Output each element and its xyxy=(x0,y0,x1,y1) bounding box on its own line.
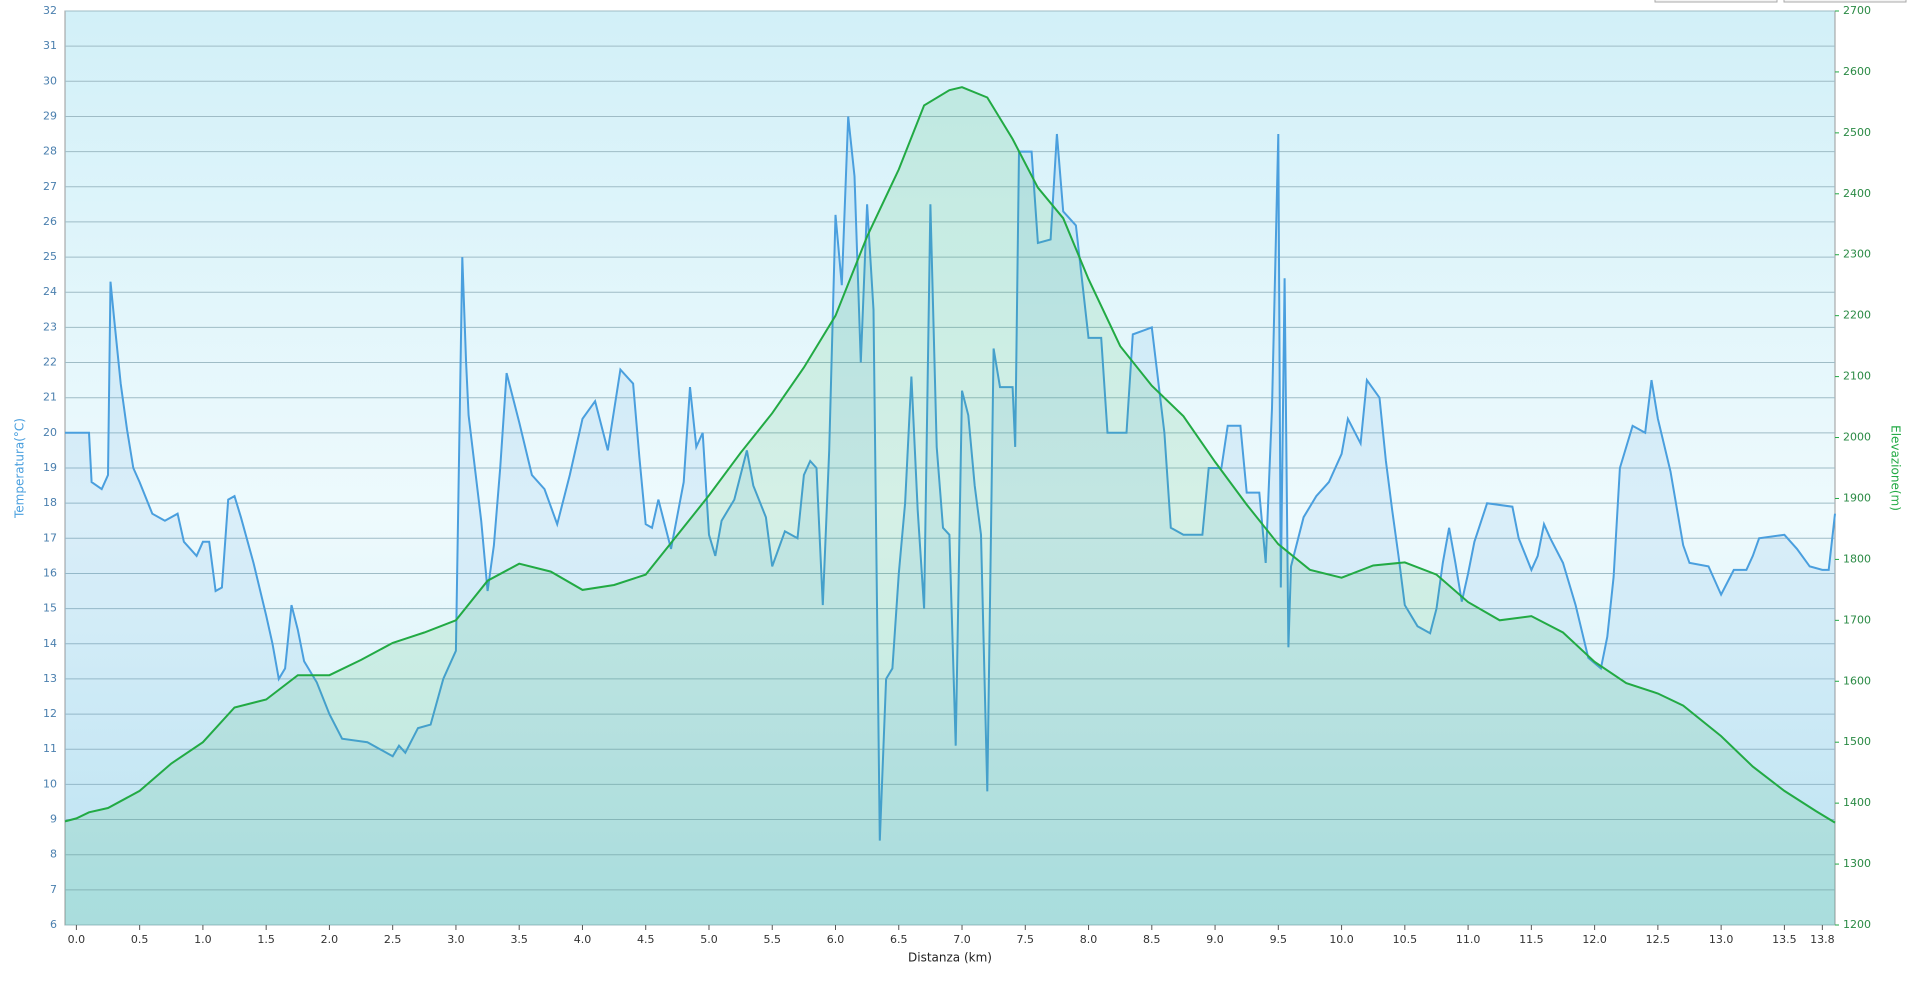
y-tick-label: 10 xyxy=(43,777,57,790)
y-tick-label: 27 xyxy=(43,180,57,193)
line xyxy=(65,116,1836,841)
x-tick-label: 1.0 xyxy=(194,933,212,946)
y2-tick-label: 2000 xyxy=(1843,431,1871,444)
x-tick-label: 9.5 xyxy=(1270,933,1288,946)
y2-tick-label: 2500 xyxy=(1843,126,1871,139)
x-tick-label: 11.0 xyxy=(1456,933,1481,946)
y2-tick-label: 1600 xyxy=(1843,674,1871,687)
x-tick-label: 5.5 xyxy=(763,933,781,946)
y2-tick-label: 2700 xyxy=(1843,4,1871,17)
y2-tick-label: 1800 xyxy=(1843,552,1871,565)
y-tick-label: 17 xyxy=(43,531,57,544)
y-tick-label: 11 xyxy=(43,742,57,755)
y-tick-label: 24 xyxy=(43,285,57,298)
x-tick-label: 13.8 xyxy=(1810,933,1835,946)
y2-tick-label: 2300 xyxy=(1843,248,1871,261)
x-tick-label: 10.0 xyxy=(1329,933,1354,946)
y-tick-label: 15 xyxy=(43,602,57,615)
x-tick-label: 0.0 xyxy=(68,933,86,946)
x-tick-label: 6.0 xyxy=(827,933,845,946)
x-tick-label: 4.5 xyxy=(637,933,655,946)
y2-tick-label: 1200 xyxy=(1843,918,1871,931)
area xyxy=(65,116,1835,925)
button[interactable] xyxy=(1783,0,1907,3)
y2-tick-label: 1700 xyxy=(1843,613,1871,626)
button[interactable] xyxy=(1654,0,1778,3)
y-tick-label: 21 xyxy=(43,391,57,404)
y-tick-label: 16 xyxy=(43,566,57,579)
y-tick-label: 31 xyxy=(43,39,57,52)
y-tick-label: 19 xyxy=(43,461,57,474)
y2-tick-label: 2400 xyxy=(1843,187,1871,200)
y2-axis-label: Elevazione(m) xyxy=(1889,425,1903,511)
x-tick-label: 3.5 xyxy=(510,933,528,946)
y-tick-label: 26 xyxy=(43,215,57,228)
y-tick-label: 29 xyxy=(43,109,57,122)
y-tick-label: 8 xyxy=(50,848,57,861)
line xyxy=(64,86,1836,824)
x-tick-label: 2.5 xyxy=(384,933,402,946)
y-tick-label: 18 xyxy=(43,496,57,509)
y2-tick-label: 1400 xyxy=(1843,796,1871,809)
y2-tick-label: 2100 xyxy=(1843,370,1871,383)
y-tick-label: 22 xyxy=(43,356,57,369)
y-tick-label: 25 xyxy=(43,250,57,263)
x-tick-label: 4.0 xyxy=(574,933,592,946)
x-tick-label: 0.5 xyxy=(131,933,149,946)
y2-tick-label: 2600 xyxy=(1843,65,1871,78)
x-tick-label: 7.5 xyxy=(1017,933,1035,946)
x-tick-label: 12.0 xyxy=(1582,933,1607,946)
x-tick-label: 8.5 xyxy=(1143,933,1161,946)
x-tick-label: 11.5 xyxy=(1519,933,1544,946)
y-tick-label: 6 xyxy=(50,918,57,931)
y-tick-label: 20 xyxy=(43,426,57,439)
area xyxy=(65,87,1835,925)
x-tick-label: 1.5 xyxy=(257,933,275,946)
y-axis-label: Temperatura(°C) xyxy=(13,418,27,519)
y-tick-label: 12 xyxy=(43,707,57,720)
y-tick-label: 23 xyxy=(43,320,57,333)
y-tick-label: 30 xyxy=(43,74,57,87)
x-tick-label: 13.5 xyxy=(1772,933,1797,946)
x-tick-label: 9.0 xyxy=(1206,933,1224,946)
x-tick-label: 7.0 xyxy=(953,933,971,946)
y-tick-label: 28 xyxy=(43,145,57,158)
x-tick-label: 2.0 xyxy=(321,933,339,946)
x-tick-label: 5.0 xyxy=(700,933,718,946)
y-tick-label: 7 xyxy=(50,883,57,896)
x-axis-label: Distanza (km) xyxy=(908,951,992,965)
x-tick-label: 3.0 xyxy=(447,933,465,946)
x-tick-label: 12.5 xyxy=(1646,933,1671,946)
y2-tick-label: 1300 xyxy=(1843,857,1871,870)
y-tick-label: 14 xyxy=(43,637,57,650)
y2-tick-label: 1900 xyxy=(1843,491,1871,504)
y-tick-label: 32 xyxy=(43,4,57,17)
y2-tick-label: 2200 xyxy=(1843,309,1871,322)
y-tick-label: 9 xyxy=(50,813,57,826)
x-tick-label: 8.0 xyxy=(1080,933,1098,946)
y2-tick-label: 1500 xyxy=(1843,735,1871,748)
x-tick-label: 13.0 xyxy=(1709,933,1734,946)
y-tick-label: 13 xyxy=(43,672,57,685)
x-tick-label: 6.5 xyxy=(890,933,908,946)
x-tick-label: 10.5 xyxy=(1393,933,1418,946)
